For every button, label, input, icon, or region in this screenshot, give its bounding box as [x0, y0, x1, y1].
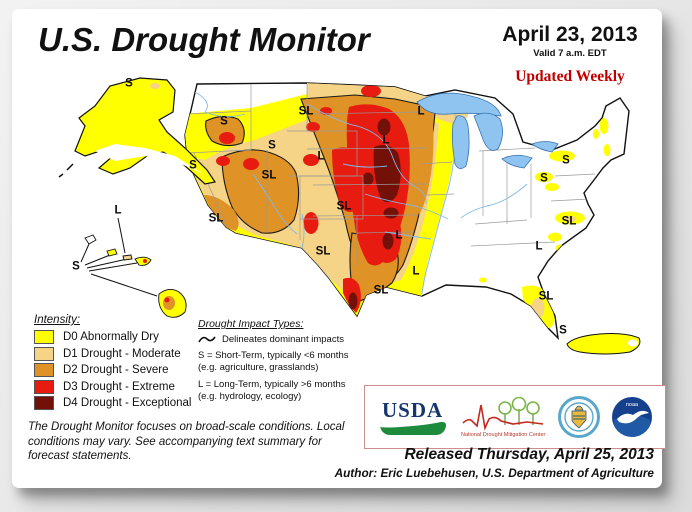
drought-monitor-card: U.S. Drought Monitor April 23, 2013 Vali… — [12, 9, 666, 488]
page-title: U.S. Drought Monitor — [38, 21, 370, 58]
us-drought-map: S L S S S SL S SL SL L L L SL L SL L SL S S SL L SL S — [55, 56, 665, 358]
alaska-inset — [58, 77, 216, 185]
noaa-logo-icon: noaa — [612, 397, 653, 437]
ndmc-trees-icon — [462, 396, 544, 431]
usda-field-icon — [379, 421, 446, 435]
legend-row-d1: D1 Drought - Moderate — [34, 346, 194, 361]
impact-types-title: Drought Impact Types: — [198, 318, 304, 330]
commerce-seal-icon — [557, 396, 600, 438]
great-lakes — [416, 92, 559, 169]
d3-swatch — [34, 379, 54, 394]
short-term-example: (e.g. agriculture, grasslands) — [198, 361, 319, 373]
usda-logo-text: USDA — [382, 397, 444, 422]
short-term-label: S = Short-Term, typically <6 months — [198, 350, 349, 361]
long-term-example: (e.g. hydrology, ecology) — [198, 390, 302, 402]
long-term-label: L = Long-Term, typically >6 months — [198, 378, 346, 390]
d4-label: D4 Drought - Exceptional — [63, 397, 192, 409]
legend-row-d4: D4 Drought - Exceptional — [34, 396, 194, 410]
date-block: April 23, 2013 Valid 7 a.m. EDT Updated … — [474, 23, 666, 86]
noaa-text: noaa — [626, 402, 639, 408]
disclaimer-text: The Drought Monitor focuses on broad-sca… — [28, 421, 345, 463]
agency-logos-box: USDA National Drought Mitigation Center — [364, 385, 666, 449]
d0-swatch — [34, 330, 54, 344]
conus-region — [184, 82, 630, 340]
legend-title: Intensity: — [34, 314, 81, 326]
released-date: Released Thursday, April 25, 2013 — [404, 446, 654, 463]
updated-weekly-note: Updated Weekly — [515, 68, 625, 85]
ndmc-caption: National Drought Mitigation Center — [460, 431, 546, 438]
usda-logo: USDA — [377, 397, 449, 435]
legend-row-d2: D2 Drought - Severe — [34, 363, 194, 377]
d2-label: D2 Drought - Severe — [63, 364, 169, 376]
d3-label: D3 Drought - Extreme — [63, 380, 175, 393]
delineates-label: Delineates dominant impacts — [222, 334, 344, 345]
hawaii-inset — [80, 217, 187, 318]
legend-row-d0: D0 Abnormally Dry — [34, 330, 194, 344]
d2-swatch — [34, 363, 54, 377]
delineates-row: Delineates dominant impacts — [198, 334, 368, 345]
d0-label: D0 Abnormally Dry — [63, 331, 159, 343]
drought-map-svg — [58, 77, 641, 355]
ndmc-logo: National Drought Mitigation Center — [460, 396, 546, 438]
author-credit: Author: Eric Luebehusen, U.S. Department… — [334, 466, 654, 480]
puerto-rico-inset — [566, 333, 641, 355]
squiggle-icon — [198, 336, 216, 343]
d1-swatch — [34, 346, 54, 361]
legend-row-d3: D3 Drought - Extreme — [34, 379, 194, 394]
valid-time: Valid 7 a.m. EDT — [533, 48, 607, 59]
drought-impact-types: Drought Impact Types: Delineates dominan… — [198, 318, 368, 403]
intensity-legend: Intensity: D0 Abnormally Dry D1 Drought … — [34, 314, 194, 413]
d4-swatch — [34, 396, 54, 410]
map-date: April 23, 2013 — [502, 23, 638, 46]
d1-label: D1 Drought - Moderate — [63, 347, 181, 360]
